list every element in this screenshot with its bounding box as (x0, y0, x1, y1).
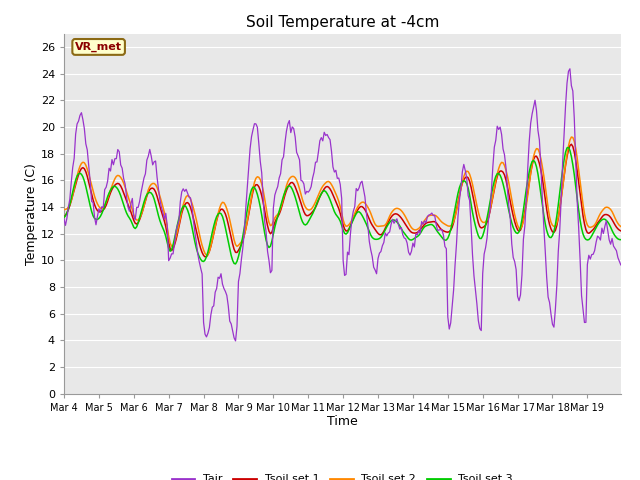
Text: VR_met: VR_met (75, 42, 122, 52)
Title: Soil Temperature at -4cm: Soil Temperature at -4cm (246, 15, 439, 30)
Y-axis label: Temperature (C): Temperature (C) (25, 163, 38, 264)
Legend: Tair, Tsoil set 1, Tsoil set 2, Tsoil set 3: Tair, Tsoil set 1, Tsoil set 2, Tsoil se… (167, 470, 518, 480)
X-axis label: Time: Time (327, 415, 358, 429)
